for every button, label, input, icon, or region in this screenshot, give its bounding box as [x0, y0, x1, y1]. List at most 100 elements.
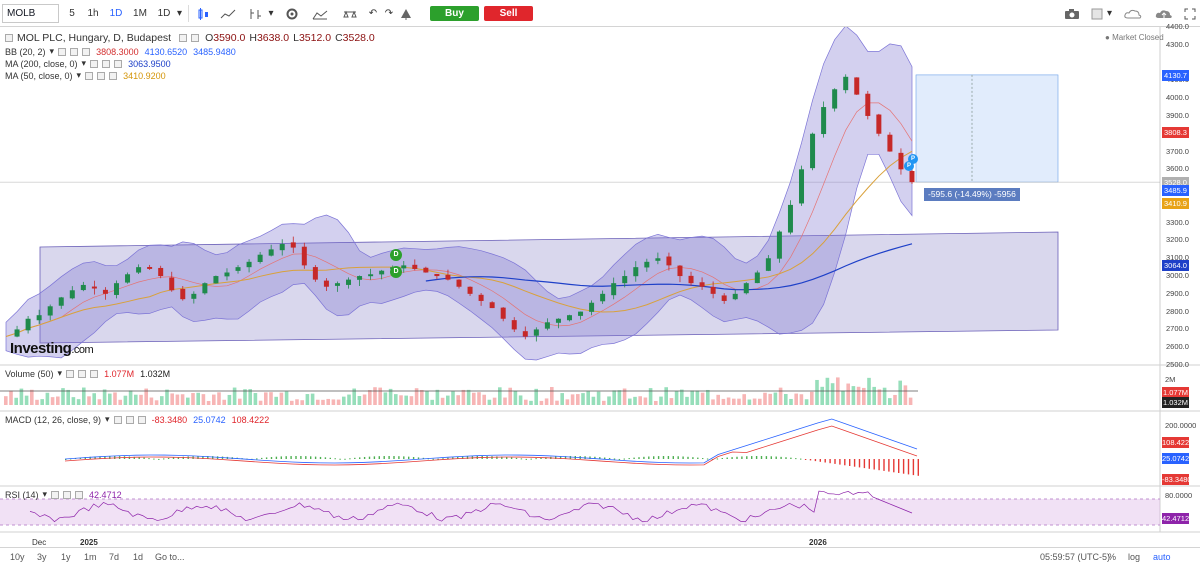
settings-icon[interactable] — [179, 34, 188, 42]
visibility-icon[interactable] — [78, 369, 87, 378]
chart-canvas[interactable] — [0, 27, 1200, 547]
chevron-down-icon[interactable]: ▾ — [49, 46, 55, 56]
candle — [334, 283, 340, 286]
macd-histogram-bar — [368, 456, 371, 459]
range-1d[interactable]: 1d — [133, 552, 144, 562]
macd-histogram-bar — [104, 456, 106, 459]
visibility-icon[interactable] — [102, 59, 111, 68]
chevron-down-icon[interactable]: ▾ — [105, 414, 110, 424]
visibility-icon[interactable] — [97, 71, 106, 80]
settings-icon[interactable] — [66, 369, 75, 378]
volume-bar — [477, 392, 481, 405]
chevron-down-icon[interactable]: ▾ — [176, 8, 183, 19]
range-3y[interactable]: 3y — [37, 552, 47, 562]
macd-histogram-bar — [143, 457, 145, 459]
settings-icon[interactable] — [51, 490, 60, 499]
macd-histogram-bar — [863, 459, 866, 469]
legend-ma50: MA (50, close, 0) ▾ 3410.9200 — [5, 70, 166, 81]
percent-toggle[interactable]: % — [1108, 552, 1117, 562]
fullscreen-icon[interactable] — [1182, 4, 1198, 23]
settings-icon[interactable] — [113, 415, 122, 424]
macd-histogram-bar — [275, 456, 278, 459]
volume-bar — [232, 387, 237, 405]
chevron-down-icon[interactable]: ▾ — [1106, 8, 1113, 19]
symbol-input[interactable]: MOLB — [2, 4, 59, 23]
volume-bar — [134, 394, 138, 405]
chevron-down-icon[interactable]: ▾ — [76, 70, 82, 80]
volume-bar — [508, 387, 512, 405]
chart-area[interactable]: MOL PLC, Hungary, D, Budapest O3590.0 H3… — [0, 22, 1200, 547]
close-icon[interactable] — [137, 415, 146, 424]
scale-icon[interactable] — [340, 4, 360, 23]
volume-bar — [607, 396, 611, 405]
price-tag: 3528.0 — [1162, 177, 1189, 189]
settings-icon[interactable] — [90, 59, 99, 68]
volume-bar — [700, 392, 705, 405]
close-icon[interactable] — [82, 47, 91, 56]
range-1y[interactable]: 1y — [61, 552, 71, 562]
settings-icon[interactable] — [58, 47, 67, 56]
layout-icon[interactable] — [1089, 4, 1105, 23]
interval-1m[interactable]: 1M — [133, 8, 147, 19]
range-7d[interactable]: 7d — [109, 552, 120, 562]
volume-bar — [550, 387, 554, 405]
toolbar: MOLB 5 1h 1D 1M 1D ▾ ▾ ↶ ↷ Buy S — [0, 0, 1200, 27]
auto-toggle[interactable]: auto — [1153, 552, 1171, 562]
visibility-icon[interactable] — [125, 415, 134, 424]
close-icon[interactable] — [75, 490, 84, 499]
indicator-icon[interactable] — [244, 4, 266, 23]
collapse-icon[interactable] — [5, 34, 13, 42]
alert-icon[interactable] — [398, 4, 414, 23]
macd-histogram-bar — [907, 459, 910, 475]
ohlc-low: L3512.0 — [293, 32, 332, 44]
interval-dropdown[interactable]: 1D — [157, 8, 171, 19]
volume-bar — [186, 397, 190, 405]
cloud-save-icon[interactable] — [1152, 4, 1176, 23]
close-icon[interactable] — [90, 369, 99, 378]
event-marker[interactable]: P — [904, 161, 914, 171]
macd-histogram-bar — [888, 459, 890, 472]
settings-icon[interactable] — [85, 71, 94, 80]
range-10y[interactable]: 10y — [10, 552, 25, 562]
line-chart-icon[interactable] — [218, 4, 238, 23]
close-icon[interactable] — [109, 71, 118, 80]
visibility-icon[interactable] — [191, 34, 200, 42]
dividend-marker[interactable]: D — [390, 249, 402, 261]
camera-icon[interactable] — [1061, 4, 1083, 23]
buy-button[interactable]: Buy — [430, 6, 479, 21]
interval-5m[interactable]: 5 — [69, 8, 75, 19]
close-icon[interactable] — [114, 59, 123, 68]
volume-bar — [191, 393, 195, 405]
macd-histogram-bar — [261, 457, 263, 459]
goto-button[interactable]: Go to... — [155, 552, 185, 562]
redo-icon[interactable]: ↷ — [384, 8, 394, 19]
interval-1h[interactable]: 1h — [87, 8, 99, 19]
rsi-axis-tick: 80.0000 — [1165, 491, 1193, 500]
gear-icon[interactable] — [283, 4, 301, 23]
volume-tag-2: 1.032M — [1162, 397, 1189, 408]
macd-histogram-bar — [314, 456, 317, 459]
volume-bar — [227, 394, 232, 405]
sell-button[interactable]: Sell — [484, 6, 533, 21]
log-toggle[interactable]: log — [1128, 552, 1141, 562]
visibility-icon[interactable] — [70, 47, 79, 56]
volume-bar — [768, 393, 772, 405]
undo-icon[interactable]: ↶ — [368, 8, 378, 19]
cloud-load-icon[interactable] — [1121, 4, 1145, 23]
candle — [666, 256, 672, 266]
volume-bar — [414, 388, 419, 405]
dividend-marker[interactable]: D — [390, 266, 402, 278]
chevron-down-icon[interactable]: ▾ — [268, 8, 274, 19]
interval-1d[interactable]: 1D — [109, 8, 123, 19]
chevron-down-icon[interactable]: ▾ — [57, 368, 63, 378]
candles-icon[interactable] — [194, 4, 212, 23]
candle — [555, 318, 561, 323]
event-marker[interactable]: P — [908, 154, 918, 164]
volume-bar — [40, 399, 44, 405]
chevron-down-icon[interactable]: ▾ — [42, 489, 48, 499]
range-1m[interactable]: 1m — [84, 552, 97, 562]
candle — [246, 261, 252, 268]
compare-icon[interactable] — [310, 4, 330, 23]
chevron-down-icon[interactable]: ▾ — [81, 58, 87, 68]
visibility-icon[interactable] — [63, 490, 72, 499]
